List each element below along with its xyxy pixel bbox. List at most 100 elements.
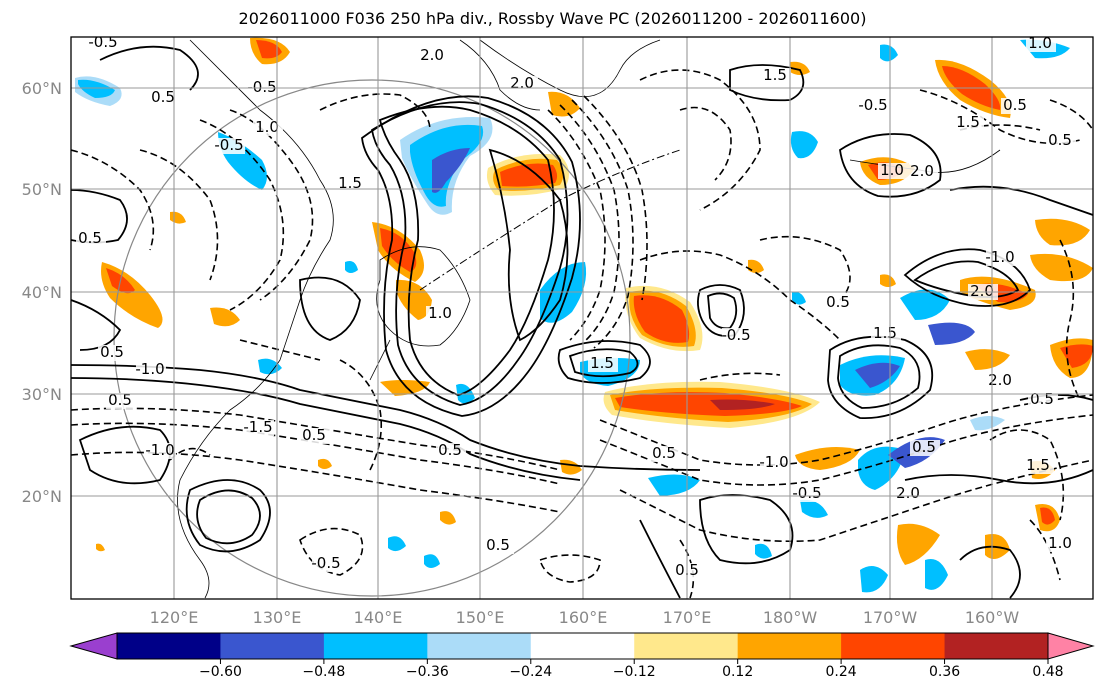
contour-label: 0.5 (76, 229, 106, 247)
contour-label: 1.0 (426, 304, 456, 322)
contour-label: -0.5 (311, 554, 342, 572)
contour-label: -0.5 (858, 96, 889, 114)
lon-label: 130°E (253, 608, 302, 627)
contour-label: 1.0 (1026, 34, 1056, 52)
svg-text:1.0: 1.0 (1028, 34, 1052, 52)
svg-text:1.5: 1.5 (763, 66, 787, 84)
map-frame (70, 36, 1094, 600)
svg-text:0.5: 0.5 (302, 426, 326, 444)
contour-label: 1.5 (1024, 456, 1054, 474)
colorbar-tick-label: −0.48 (302, 664, 345, 680)
colorbar-segment (944, 633, 1049, 659)
contour-label: 2.0 (986, 371, 1016, 389)
gridlines (71, 37, 1093, 599)
lon-label: 170°E (663, 608, 712, 627)
svg-text:1.0: 1.0 (880, 161, 904, 179)
svg-text:0.5: 0.5 (486, 536, 510, 554)
colorbar-segment (841, 633, 946, 659)
contour-label: 0.5 (149, 88, 179, 106)
lat-label: 30°N (22, 385, 62, 404)
contour-label: 2.0 (418, 46, 448, 64)
svg-text:-0.5: -0.5 (858, 96, 887, 114)
lat-label: 60°N (22, 79, 62, 98)
contour-label: 0.5 (650, 444, 680, 462)
svg-text:0.5: 0.5 (438, 441, 462, 459)
colorbar-extend-right (1047, 632, 1095, 660)
map-title: 2026011000 F036 250 hPa div., Rossby Wav… (238, 9, 867, 28)
lat-label: 40°N (22, 283, 62, 302)
svg-text:1.5: 1.5 (873, 324, 897, 342)
svg-text:0.5: 0.5 (151, 88, 175, 106)
svg-text:-1.0: -1.0 (759, 453, 788, 471)
svg-text:2.0: 2.0 (510, 74, 534, 92)
svg-text:1.0: 1.0 (428, 304, 452, 322)
svg-text:1.0: 1.0 (255, 118, 279, 136)
svg-text:-0.5: -0.5 (721, 326, 750, 344)
contour-label: -0.5 (214, 136, 245, 154)
colorbar-tick-label: 0.12 (722, 664, 753, 680)
svg-text:0.5: 0.5 (1048, 131, 1072, 149)
svg-text:2.0: 2.0 (896, 484, 920, 502)
lat-label: 20°N (22, 487, 62, 506)
svg-text:2.0: 2.0 (988, 371, 1012, 389)
colorbar-segment (634, 633, 739, 659)
contour-label: -1.5 (243, 418, 274, 436)
colorbar-tick-label: 0.36 (929, 664, 960, 680)
svg-text:-0.5: -0.5 (792, 484, 821, 502)
contour-label: 2.0 (908, 162, 938, 180)
shaded-divergence-areas (96, 37, 1093, 565)
svg-text:1.5: 1.5 (338, 174, 362, 192)
colorbar-tick-label: 0.24 (826, 664, 857, 680)
contour-label: 1.5 (954, 113, 984, 131)
svg-text:-0.5: -0.5 (88, 33, 117, 51)
contour-label: 0.5 (673, 561, 703, 579)
lon-label: 170°W (863, 608, 918, 627)
contour-label: 1.5 (871, 324, 901, 342)
svg-text:-0.5: -0.5 (311, 554, 340, 572)
lon-label: 160°E (559, 608, 608, 627)
lon-label: 160°W (965, 608, 1020, 627)
colorbar-tick-label: −0.36 (406, 664, 449, 680)
lon-label: 140°E (354, 608, 403, 627)
contour-label: 0.5 (436, 441, 466, 459)
svg-text:-0.5: -0.5 (247, 78, 276, 96)
svg-text:-1.5: -1.5 (243, 418, 272, 436)
longitude-labels: 120°E 130°E 140°E 150°E 160°E 170°E 180°W 170°W… (150, 608, 1020, 627)
svg-text:-1.0: -1.0 (145, 441, 174, 459)
lon-label: 180°W (763, 608, 818, 627)
latitude-labels: 60°N 50°N 40°N 30°N 20°N (22, 79, 62, 506)
contour-label: 1.0 (253, 118, 283, 136)
contour-label: 0.5 (1046, 131, 1076, 149)
contour-label: 0.5 (106, 391, 136, 409)
svg-text:1.5: 1.5 (590, 354, 614, 372)
contour-label: 2.0 (968, 282, 998, 300)
svg-text:0.5: 0.5 (100, 343, 124, 361)
contour-label: 0.5 (824, 293, 854, 311)
contour-label: -1.0 (759, 453, 790, 471)
svg-text:-1.0: -1.0 (135, 360, 164, 378)
contour-label: -1.0 (985, 248, 1016, 266)
colorbar-segment (220, 633, 325, 659)
svg-text:0.5: 0.5 (826, 293, 850, 311)
lat-label: 50°N (22, 180, 62, 199)
colorbar-tick-label: −0.24 (509, 664, 552, 680)
contour-label: -0.5 (88, 33, 119, 51)
contour-label: 0.5 (484, 536, 514, 554)
svg-text:0.5: 0.5 (912, 438, 936, 456)
svg-text:2.0: 2.0 (910, 162, 934, 180)
colorbar-segment (117, 633, 221, 659)
lon-label: 120°E (150, 608, 199, 627)
contour-label: 0.5 (98, 343, 128, 361)
svg-text:0.5: 0.5 (1030, 390, 1054, 408)
svg-text:-1.0: -1.0 (985, 248, 1014, 266)
contour-label: -1.0 (145, 441, 176, 459)
contour-label: 0.5 (910, 438, 940, 456)
contour-label: 1.5 (588, 354, 618, 372)
colorbar-segment (737, 633, 842, 659)
svg-text:2.0: 2.0 (970, 282, 994, 300)
contour-label: -0.5 (792, 484, 823, 502)
contour-label: 2.0 (894, 484, 924, 502)
contour-labels: -0.5 2.0 1.0 1.5 0.5 -0.5 2.0 1.5 1.0 -0.5 0.5 0.5 1… (76, 33, 1076, 579)
svg-text:1.5: 1.5 (956, 113, 980, 131)
